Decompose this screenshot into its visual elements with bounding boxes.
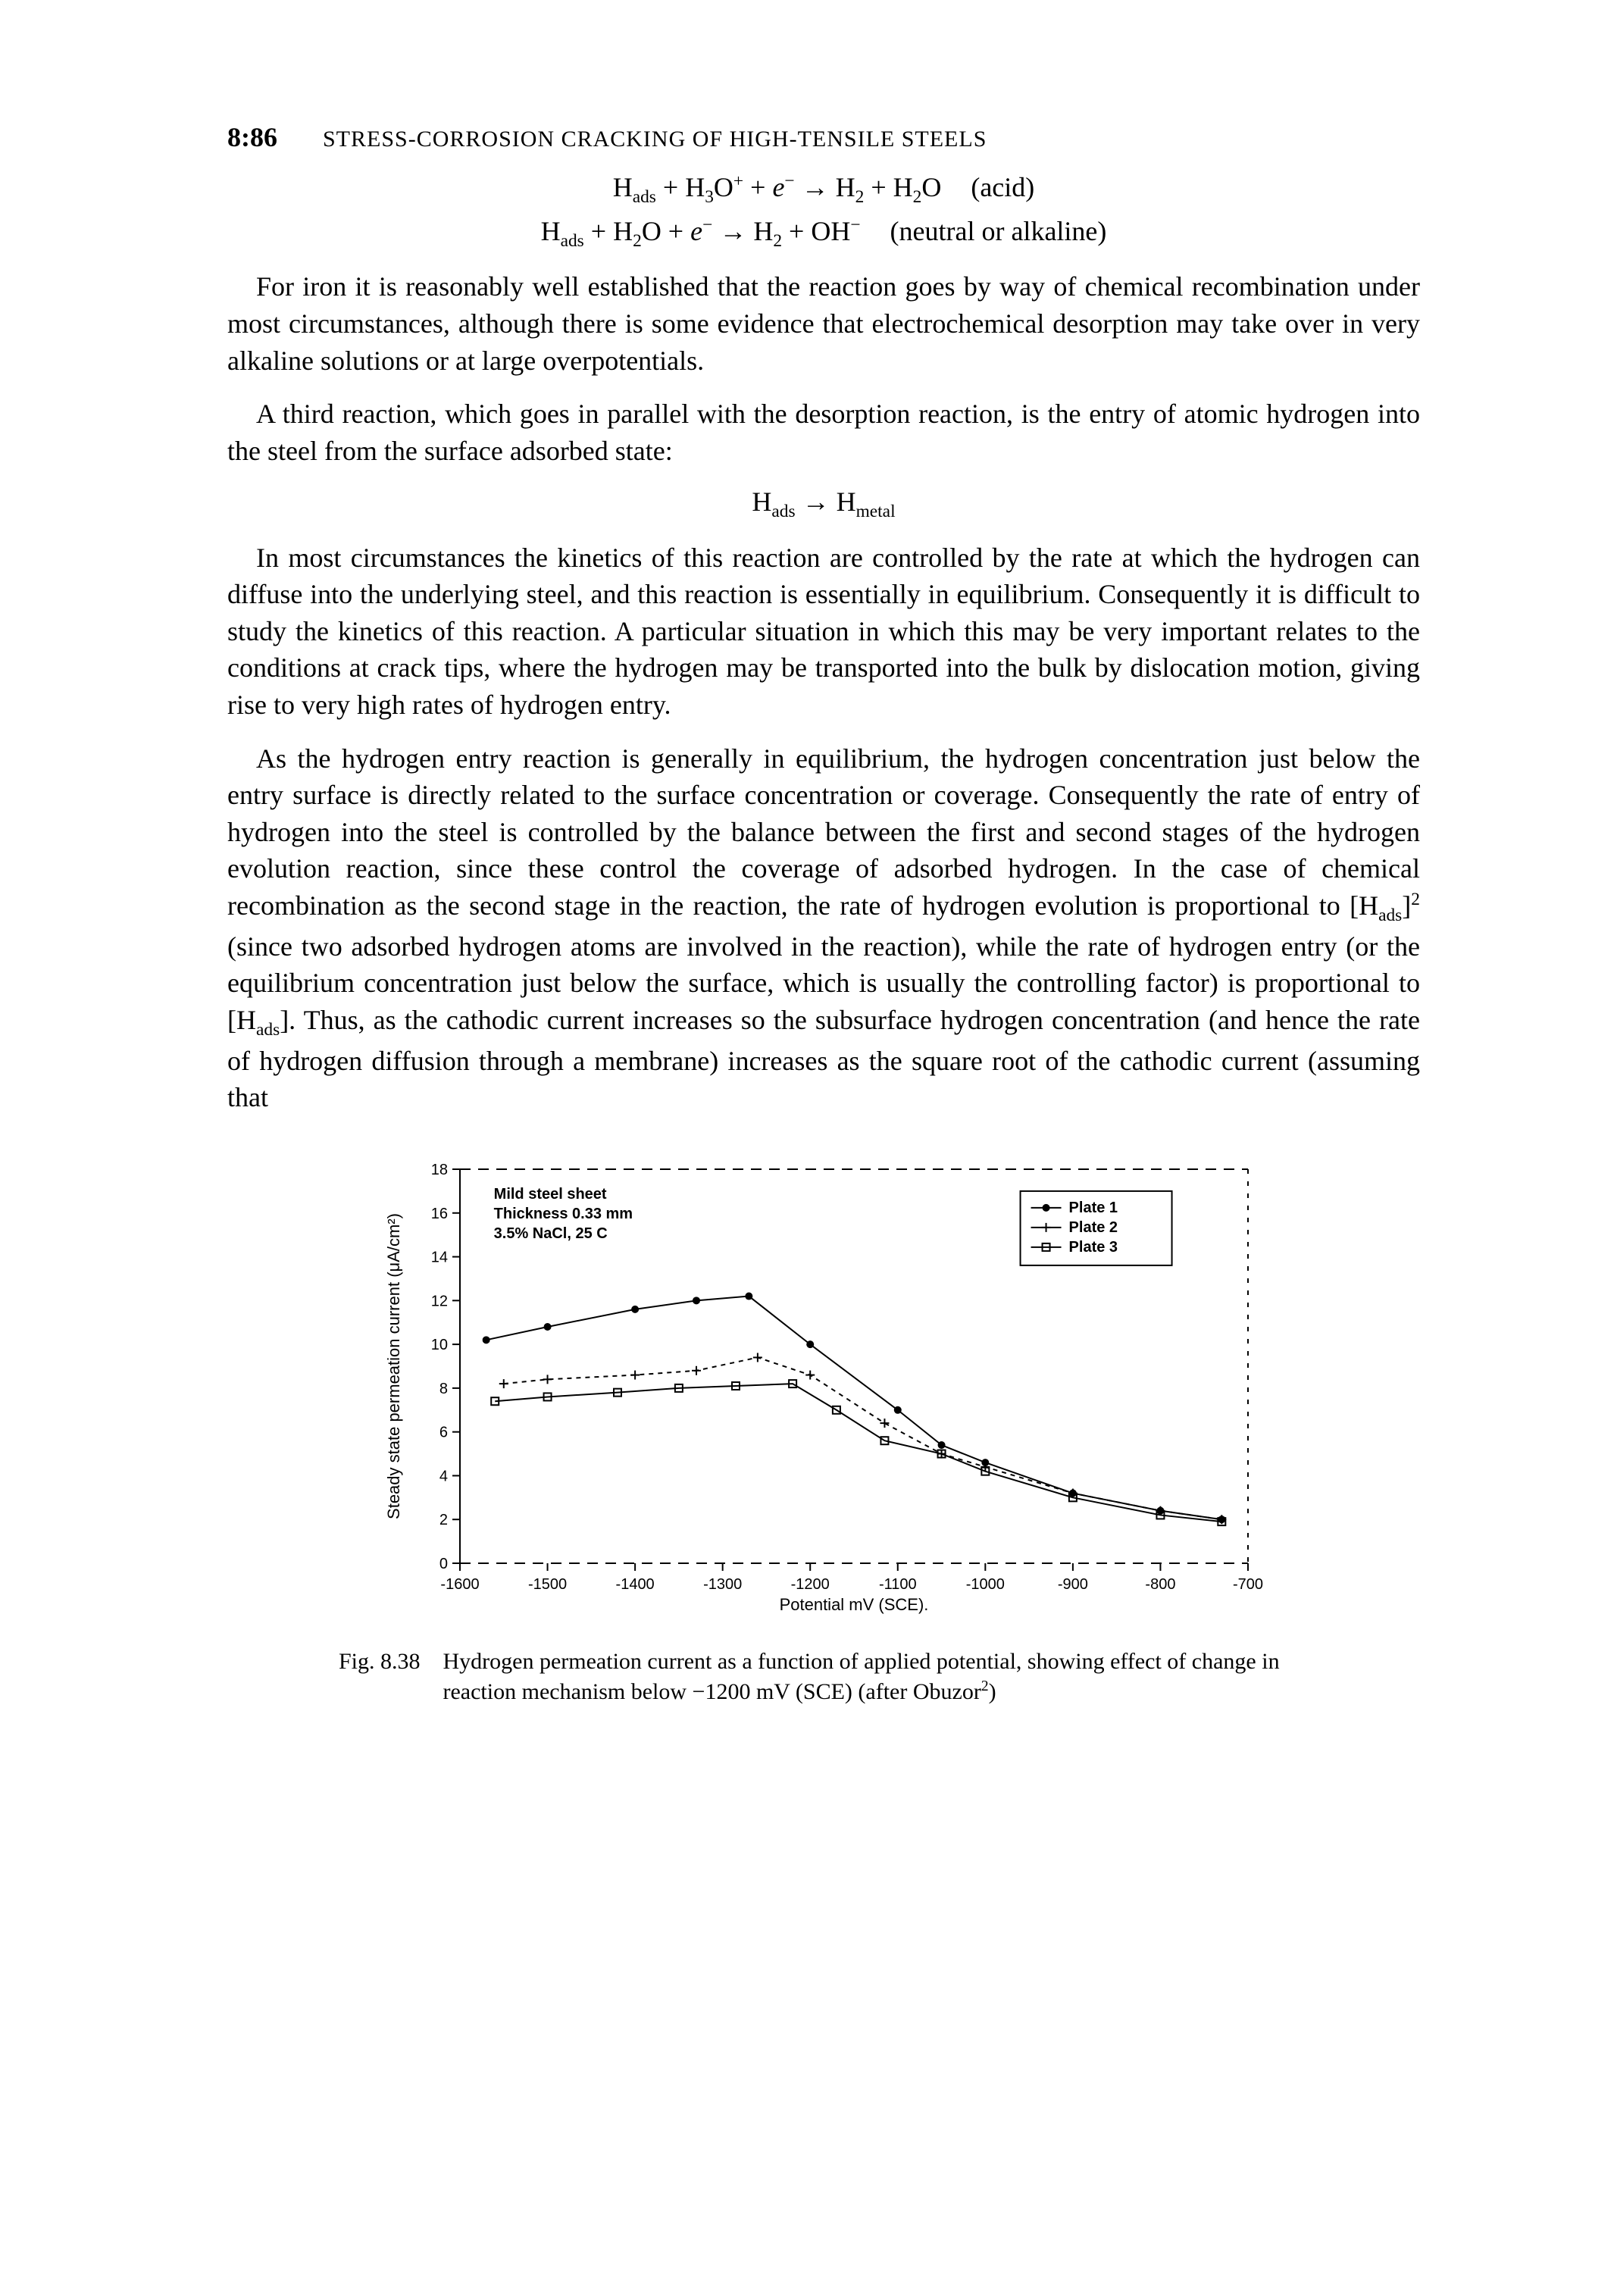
svg-text:Mild steel sheet: Mild steel sheet <box>494 1186 607 1203</box>
equation-acid: Hads + H3O+ + e− → H2 + H2O (acid) <box>227 171 1420 208</box>
svg-text:-900: -900 <box>1058 1576 1088 1593</box>
svg-text:3.5% NaCl, 25 C: 3.5% NaCl, 25 C <box>494 1225 608 1242</box>
eq1-body: Hads + H3O+ + e− → H2 + H2O <box>613 172 942 202</box>
figure-label: Fig. 8.38 <box>339 1647 437 1678</box>
svg-text:-1500: -1500 <box>528 1576 567 1593</box>
svg-text:Plate 2: Plate 2 <box>1069 1219 1118 1236</box>
page-number: 8:86 <box>227 121 277 153</box>
figure-8-38: 0 2 4 6 8 10 12 14 16 18 -1600 -1500 -1400 -1300 -1200… <box>227 1154 1420 1708</box>
svg-text:10: 10 <box>431 1337 448 1353</box>
page-header: 8:86 STRESS-CORROSION CRACKING OF HIGH-T… <box>227 121 1420 153</box>
svg-text:-700: -700 <box>1233 1576 1263 1593</box>
svg-text:-1100: -1100 <box>879 1576 917 1593</box>
paragraph-3: In most circumstances the kinetics of th… <box>227 540 1420 724</box>
svg-text:2: 2 <box>439 1512 448 1528</box>
svg-text:18: 18 <box>431 1162 448 1178</box>
svg-text:Plate 3: Plate 3 <box>1069 1239 1118 1256</box>
figure-caption: Fig. 8.38 Hydrogen permeation current as… <box>339 1647 1309 1708</box>
eq2-note: (neutral or alkaline) <box>890 215 1107 247</box>
svg-text:Potential mV (SCE).: Potential mV (SCE). <box>780 1595 929 1614</box>
running-title: STRESS-CORROSION CRACKING OF HIGH-TENSIL… <box>323 127 987 152</box>
svg-text:-1600: -1600 <box>440 1576 479 1593</box>
svg-text:-1000: -1000 <box>966 1576 1005 1593</box>
svg-text:12: 12 <box>431 1293 448 1309</box>
svg-text:Steady state permeation curren: Steady state permeation current (μA/cm²) <box>384 1213 403 1519</box>
equation-entry: Hads → Hmetal <box>227 486 1420 522</box>
svg-text:-1200: -1200 <box>791 1576 830 1593</box>
svg-text:0: 0 <box>439 1556 448 1572</box>
permeation-chart: 0 2 4 6 8 10 12 14 16 18 -1600 -1500 -1400 -1300 -1200… <box>377 1154 1271 1624</box>
svg-text:Thickness 0.33 mm: Thickness 0.33 mm <box>494 1206 633 1222</box>
paragraph-4: As the hydrogen entry reaction is genera… <box>227 740 1420 1116</box>
paragraph-2: A third reaction, which goes in parallel… <box>227 396 1420 469</box>
svg-text:6: 6 <box>439 1424 448 1440</box>
equation-neutral: Hads + H2O + e− → H2 + OH− (neutral or a… <box>227 215 1420 252</box>
svg-text:-800: -800 <box>1145 1576 1175 1593</box>
svg-text:16: 16 <box>431 1206 448 1222</box>
svg-text:Plate 1: Plate 1 <box>1069 1200 1118 1216</box>
figure-caption-text: Hydrogen permeation current as a functio… <box>443 1647 1300 1708</box>
eq1-note: (acid) <box>971 171 1034 203</box>
eq2-body: Hads + H2O + e− → H2 + OH− <box>541 216 861 246</box>
paragraph-1: For iron it is reasonably well establish… <box>227 268 1420 379</box>
svg-text:4: 4 <box>439 1468 448 1484</box>
svg-text:-1400: -1400 <box>616 1576 655 1593</box>
svg-text:14: 14 <box>431 1249 448 1265</box>
svg-text:-1300: -1300 <box>703 1576 742 1593</box>
svg-text:8: 8 <box>439 1381 448 1397</box>
